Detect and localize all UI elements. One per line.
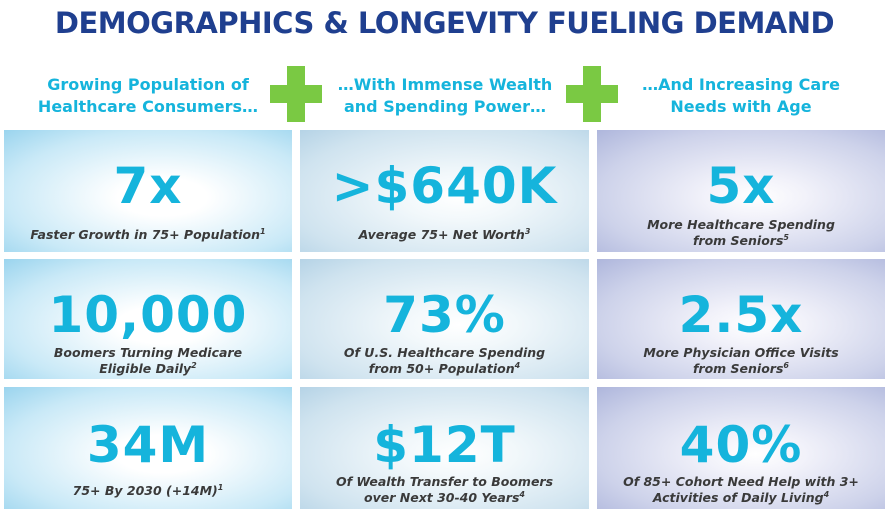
footnote-marker: 4 [514, 360, 521, 370]
stat-value: 5x [706, 157, 776, 215]
stat-caption-line: More Physician Office Visits [643, 345, 839, 360]
stat-caption: Of 85+ Cohort Need Help with 3+ Activiti… [597, 474, 885, 506]
column-header-line: and Spending Power… [343, 97, 547, 116]
stat-caption: Of U.S. Healthcare Spending from 50+ Pop… [300, 345, 589, 377]
stat-value: 2.5x [678, 286, 804, 344]
stat-caption-line: Faster Growth in 75+ Population [30, 227, 260, 242]
footnote-marker: 6 [783, 360, 789, 370]
stat-value: $12T [373, 416, 516, 474]
plus-icon [270, 66, 322, 122]
stat-caption-line: 75+ By 2030 (+14M) [72, 483, 218, 498]
stat-card-spending-share: 73% Of U.S. Healthcare Spending from 50+… [300, 259, 589, 379]
footnote-marker: 3 [524, 226, 531, 236]
stat-caption-line: Activities of Daily Living [652, 490, 824, 505]
stat-caption-line: More Healthcare Spending [647, 217, 835, 232]
stat-value: 34M [86, 416, 210, 474]
column-header-care-needs: …And Increasing Care Needs with Age [606, 74, 876, 118]
stat-card-healthcare-spending: 5x More Healthcare Spending from Seniors… [597, 130, 885, 252]
stat-caption: Average 75+ Net Worth3 [300, 227, 589, 243]
stat-caption: More Physician Office Visits from Senior… [597, 345, 885, 377]
footnote-marker: 1 [217, 482, 224, 492]
stat-value: 73% [383, 286, 506, 344]
stat-caption-line: from Seniors [692, 361, 784, 376]
stat-card-net-worth: >$640K Average 75+ Net Worth3 [300, 130, 589, 252]
stat-caption-line: Eligible Daily [99, 361, 192, 376]
stat-caption-line: Of Wealth Transfer to Boomers [335, 474, 554, 489]
column-header-population: Growing Population of Healthcare Consume… [13, 74, 283, 118]
page-title: DEMOGRAPHICS & LONGEVITY FUELING DEMAND [54, 6, 835, 40]
stat-card-growth: 7x Faster Growth in 75+ Population1 [4, 130, 292, 252]
column-header-line: Growing Population of [47, 75, 249, 94]
stat-caption: Faster Growth in 75+ Population1 [4, 227, 292, 243]
stat-card-daily-living: 40% Of 85+ Cohort Need Help with 3+ Acti… [597, 387, 885, 509]
stat-caption-line: from Seniors [692, 233, 784, 248]
footnote-marker: 1 [259, 226, 266, 236]
stat-caption-line: Average 75+ Net Worth [358, 227, 525, 242]
stat-value: 40% [679, 416, 803, 474]
footnote-marker: 2 [191, 360, 197, 370]
stat-caption-line: Of U.S. Healthcare Spending [343, 345, 546, 360]
stat-card-wealth-transfer: $12T Of Wealth Transfer to Boomers over … [300, 387, 589, 509]
stat-value: 10,000 [48, 286, 248, 344]
stat-value: >$640K [331, 157, 558, 215]
stat-caption: Of Wealth Transfer to Boomers over Next … [300, 474, 589, 506]
stat-card-medicare-eligible: 10,000 Boomers Turning Medicare Eligible… [4, 259, 292, 379]
stat-caption: More Healthcare Spending from Seniors5 [597, 217, 885, 249]
stat-caption-line: Boomers Turning Medicare [53, 345, 243, 360]
footnote-marker: 4 [519, 489, 525, 499]
stat-card-population-2030: 34M 75+ By 2030 (+14M)1 [4, 387, 292, 509]
column-header-wealth: …With Immense Wealth and Spending Power… [310, 74, 580, 118]
stat-caption-line: from 50+ Population [368, 361, 515, 376]
stat-caption: Boomers Turning Medicare Eligible Daily2 [4, 345, 292, 377]
column-header-line: …And Increasing Care [642, 75, 840, 94]
stat-value: 7x [113, 157, 183, 215]
footnote-marker: 5 [783, 232, 789, 242]
stat-caption: 75+ By 2030 (+14M)1 [4, 483, 292, 499]
column-header-line: Healthcare Consumers… [37, 97, 259, 116]
footnote-marker: 4 [823, 489, 830, 499]
stat-card-physician-visits: 2.5x More Physician Office Visits from S… [597, 259, 885, 379]
stat-caption-line: over Next 30-40 Years [364, 490, 520, 505]
stat-caption-line: Of 85+ Cohort Need Help with 3+ [623, 474, 859, 489]
column-header-line: …With Immense Wealth [337, 75, 553, 94]
plus-icon [566, 66, 618, 122]
column-header-line: Needs with Age [670, 97, 812, 116]
